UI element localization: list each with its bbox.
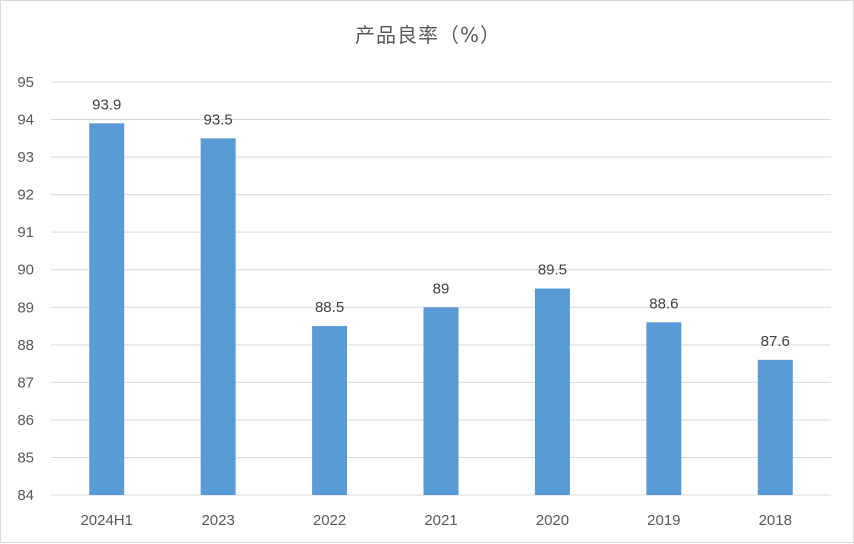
bars (89, 123, 793, 496)
chart-title: 产品良率（%） (354, 23, 501, 47)
y-tick-label: 84 (17, 487, 34, 504)
y-tick-label: 92 (17, 187, 34, 204)
data-labels: 93.9 93.5 88.5 89 89.5 88.6 87.6 (92, 96, 790, 350)
bar-2018 (757, 359, 793, 495)
x-tick-label: 2020 (536, 512, 569, 529)
data-label: 93.9 (92, 96, 121, 113)
data-label: 88.6 (649, 295, 678, 312)
x-tick-label: 2024H1 (80, 512, 133, 529)
y-tick-label: 95 (17, 74, 34, 91)
x-tick-label: 2018 (759, 512, 792, 529)
bar-2022 (312, 326, 348, 495)
y-tick-label: 91 (17, 224, 34, 241)
bar-2019 (646, 322, 682, 495)
data-label: 88.5 (315, 299, 344, 316)
bar-2021 (423, 307, 459, 495)
data-label: 89.5 (538, 262, 567, 279)
y-tick-label: 93 (17, 149, 34, 166)
y-tick-label: 87 (17, 374, 34, 391)
bar-2024H1 (89, 123, 125, 496)
data-label: 89 (433, 280, 450, 297)
y-tick-label: 89 (17, 299, 34, 316)
y-tick-label: 88 (17, 337, 34, 354)
x-axis-ticks: 2024H1 2023 2022 2021 2020 2019 2018 (80, 512, 792, 529)
x-tick-label: 2023 (201, 512, 234, 529)
y-tick-label: 85 (17, 449, 34, 466)
data-label: 87.6 (761, 333, 790, 350)
data-label: 93.5 (204, 111, 233, 128)
y-tick-label: 86 (17, 412, 34, 429)
y-tick-label: 94 (17, 112, 34, 129)
x-tick-label: 2021 (424, 512, 457, 529)
y-tick-label: 90 (17, 262, 34, 279)
x-tick-label: 2022 (313, 512, 346, 529)
x-tick-label: 2019 (647, 512, 680, 529)
bar-2020 (534, 288, 570, 495)
y-axis-ticks: 84 85 86 87 88 89 90 91 92 93 94 95 (17, 74, 34, 504)
bar-2023 (200, 138, 236, 495)
